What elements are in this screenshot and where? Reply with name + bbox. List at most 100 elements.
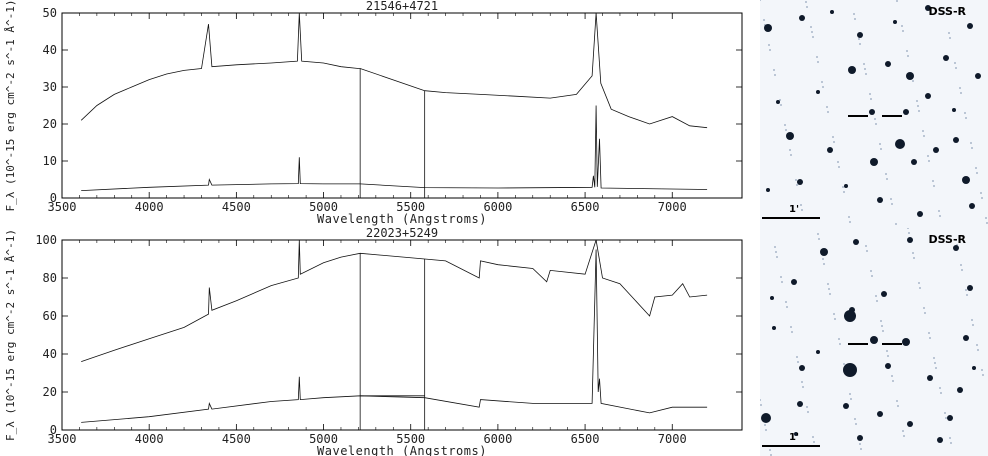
y-tick-label: 0 [50, 423, 57, 437]
faint-star [923, 307, 925, 309]
faint-star [822, 86, 824, 88]
spectrum-series-2 [81, 249, 708, 423]
faint-star [849, 393, 851, 395]
faint-star [786, 306, 788, 308]
star [766, 188, 770, 192]
faint-star [780, 104, 782, 106]
y-tick-label: 30 [43, 80, 57, 94]
x-tick-label: 6000 [483, 200, 512, 214]
faint-star [760, 399, 761, 401]
star [881, 291, 887, 297]
faint-star [892, 380, 894, 382]
faint-star [882, 330, 884, 332]
faint-star [802, 386, 804, 388]
star [853, 239, 859, 245]
star [907, 237, 913, 243]
x-tick-label: 7000 [658, 200, 687, 214]
faint-star [790, 154, 792, 156]
faint-star [913, 257, 915, 259]
y-tick-label: 10 [43, 154, 57, 168]
faint-star [960, 92, 962, 94]
star [857, 435, 863, 441]
faint-star [982, 374, 984, 376]
star [972, 366, 976, 370]
x-tick-label: 5500 [396, 432, 425, 446]
faint-star [938, 210, 940, 212]
spectrum-series-1 [80, 12, 708, 129]
faint-star [764, 424, 766, 426]
faint-star [876, 300, 878, 302]
plot-frame [61, 12, 743, 199]
faint-star [965, 117, 967, 119]
faint-star [829, 293, 831, 295]
faint-star [797, 361, 799, 363]
faint-star [948, 32, 950, 34]
faint-star [812, 36, 814, 38]
faint-star [780, 276, 782, 278]
faint-star [949, 437, 951, 439]
star [843, 403, 849, 409]
faint-star [807, 411, 809, 413]
star [764, 24, 772, 32]
faint-star [880, 148, 882, 150]
faint-star [796, 356, 798, 358]
star [907, 421, 913, 427]
faint-star [929, 337, 931, 339]
faint-star [864, 68, 866, 70]
faint-star [842, 186, 844, 188]
star [794, 432, 798, 436]
chart-2: 3500 4000 4500 5000 5500 6000 6500 7000 0 20 40 60 8… [4, 226, 743, 456]
faint-star [939, 387, 941, 389]
faint-star [854, 18, 856, 20]
faint-star [853, 13, 855, 15]
star [857, 32, 863, 38]
star [830, 10, 834, 14]
faint-star [863, 63, 865, 65]
chart-title: 22023+5249 [366, 226, 438, 240]
dss-label-1: DSS-R [928, 5, 966, 18]
x-tick-label: 4500 [222, 200, 251, 214]
faint-star [848, 216, 850, 218]
chart-1: 3500 4000 4500 5000 5500 6000 6500 7000 0 10 20 30 4… [4, 0, 743, 226]
x-tick-label: 6500 [571, 200, 600, 214]
faint-star [805, 1, 807, 3]
faint-star [895, 223, 897, 225]
spectrum-series-2 [81, 105, 708, 191]
faint-star [827, 283, 829, 285]
x-tick-label: 5000 [309, 200, 338, 214]
faint-star [791, 331, 793, 333]
faint-star [927, 155, 929, 157]
faint-star [970, 142, 972, 144]
star [911, 159, 917, 165]
y-tick-label: 100 [35, 233, 57, 247]
faint-star [943, 7, 945, 9]
faint-star [838, 338, 840, 340]
faint-star [834, 318, 836, 320]
faint-star [849, 221, 851, 223]
faint-star [891, 203, 893, 205]
faint-star [785, 129, 787, 131]
faint-star [890, 198, 892, 200]
faint-star [828, 288, 830, 290]
x-tick-label: 7000 [658, 432, 687, 446]
faint-star [959, 87, 961, 89]
faint-star [935, 367, 937, 369]
faint-star [874, 118, 876, 120]
faint-star [781, 281, 783, 283]
faint-star [858, 38, 860, 40]
faint-star [774, 246, 776, 248]
star [885, 61, 891, 67]
star [877, 197, 883, 203]
star [770, 296, 774, 300]
faint-star [839, 343, 841, 345]
star [820, 248, 828, 256]
faint-star [810, 26, 812, 28]
star [969, 203, 975, 209]
faint-star [902, 430, 904, 432]
y-tick-label: 0 [50, 191, 57, 205]
faint-star [922, 130, 924, 132]
x-tick-label: 4000 [135, 200, 164, 214]
faint-star [866, 250, 868, 252]
faint-star [896, 400, 898, 402]
star [947, 415, 953, 421]
